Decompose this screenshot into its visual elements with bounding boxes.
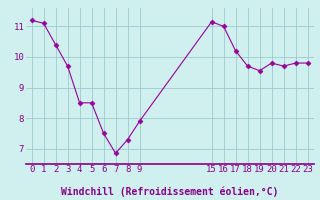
Text: Windchill (Refroidissement éolien,°C): Windchill (Refroidissement éolien,°C) [61,187,278,197]
